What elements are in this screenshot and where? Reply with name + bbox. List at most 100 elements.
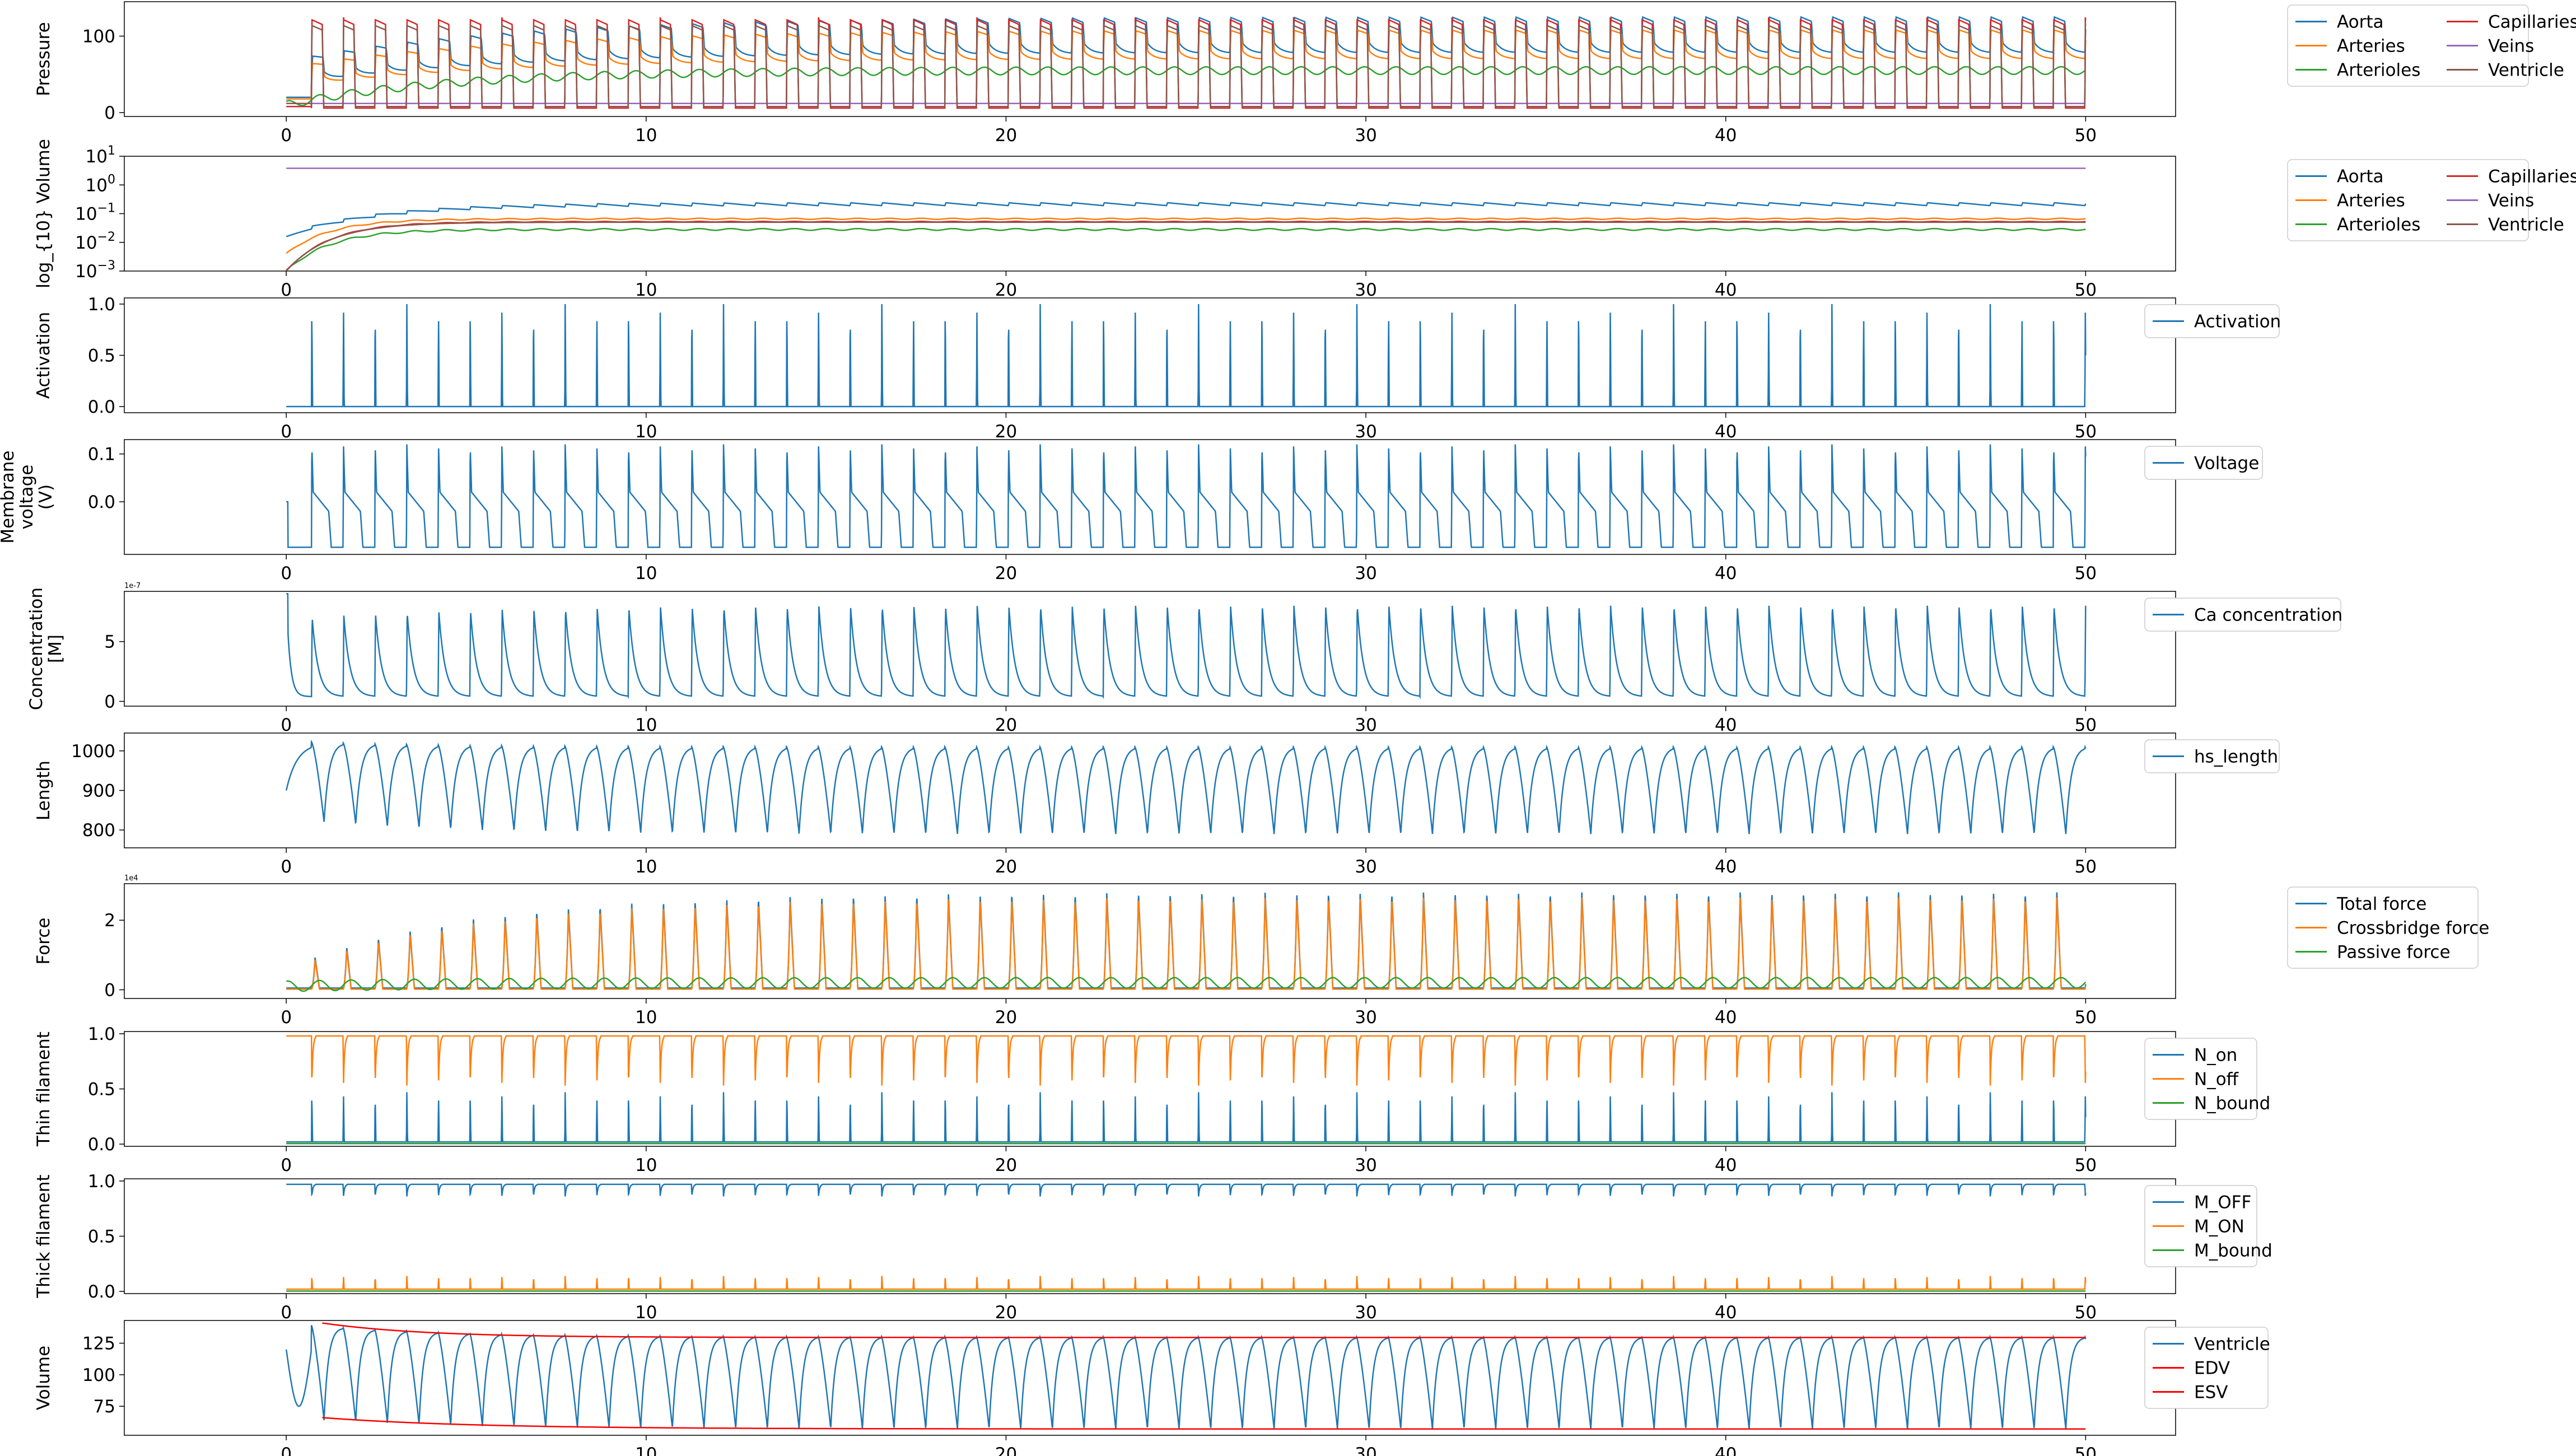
legend-box — [2287, 886, 2479, 969]
axes-frame — [124, 1031, 2176, 1147]
legend: N_on N_off N_bound — [2144, 1038, 2270, 1120]
x-tick-label: 30 — [1355, 1303, 1376, 1323]
x-tick-label: 30 — [1355, 1007, 1376, 1028]
legend: Total force Crossbridge force Passive forc… — [2287, 886, 2489, 969]
legend-label: Veins — [2488, 191, 2534, 211]
x-tick-label: 0 — [281, 1007, 292, 1028]
y-tick-label: 10−3 — [75, 259, 115, 282]
y-tick-label: 0 — [104, 692, 115, 712]
x-tick-label: 50 — [2075, 857, 2097, 877]
legend-item: M_ON — [2153, 1217, 2244, 1237]
x-tick-label: 40 — [1715, 1444, 1737, 1456]
x-tick-label: 20 — [995, 1444, 1017, 1456]
legend-label: Ventricle — [2488, 215, 2564, 235]
legend-item: ESV — [2153, 1383, 2228, 1403]
x-tick-label: 20 — [995, 1155, 1017, 1175]
legend-item: M_bound — [2153, 1241, 2272, 1261]
x-tick-label: 20 — [995, 1303, 1017, 1323]
y-axis-label: Activation — [34, 312, 54, 399]
y-tick-label: 2 — [104, 911, 115, 931]
legend-item: Passive force — [2295, 942, 2451, 963]
legend-item: Arterioles — [2295, 215, 2420, 235]
x-tick-label: 0 — [281, 125, 292, 146]
legend-label: Capillaries — [2488, 12, 2576, 32]
legend-label: Total force — [2336, 894, 2426, 914]
x-tick-label: 50 — [2075, 1007, 2097, 1028]
y-tick-label: 0 — [104, 980, 115, 1000]
x-tick-label: 50 — [2075, 1303, 2097, 1323]
legend-label: N_bound — [2194, 1094, 2270, 1114]
x-tick-label: 30 — [1355, 563, 1376, 584]
axes-frame — [124, 591, 2176, 707]
y-tick-label: 0.0 — [88, 1135, 115, 1155]
legend-box — [2287, 159, 2529, 241]
x-tick-label: 50 — [2075, 715, 2097, 735]
x-tick-label: 10 — [635, 125, 657, 146]
y-tick-label: 1.0 — [88, 295, 115, 315]
y-tick-label: 5 — [104, 632, 115, 652]
x-tick-label: 10 — [635, 1007, 657, 1028]
x-tick-label: 40 — [1715, 563, 1737, 584]
legend-box — [2287, 4, 2529, 87]
series-line-aorta — [286, 202, 2087, 237]
series-line-arterioles — [286, 227, 2086, 271]
y-axis-label: voltage — [17, 465, 37, 530]
x-tick-label: 0 — [281, 1155, 292, 1175]
legend-label: Arterioles — [2337, 60, 2420, 81]
y-tick-label: 0.5 — [88, 1227, 115, 1247]
x-tick-label: 30 — [1355, 857, 1376, 877]
series-line-arteries — [286, 29, 2087, 100]
x-tick-label: 30 — [1355, 1444, 1376, 1456]
legend-label: M_ON — [2194, 1217, 2244, 1237]
x-tick-label: 0 — [281, 857, 292, 877]
legend-item: Veins — [2447, 191, 2534, 211]
legend-box — [2144, 598, 2341, 632]
y-tick-label: 125 — [82, 1334, 115, 1354]
y-tick-label: 100 — [82, 1365, 115, 1385]
series-line-n-off — [286, 1035, 2087, 1086]
y-axis-label: Force — [34, 918, 54, 965]
legend-label: Activation — [2194, 312, 2281, 332]
legend-item: EDV — [2153, 1359, 2230, 1379]
y-axis-label: Pressure — [34, 22, 54, 96]
series-line-ventricle — [285, 1325, 2087, 1429]
x-tick-label: 30 — [1355, 715, 1376, 735]
subplot-2: 101 100 10−1 10−2 10−3 0 10 20 30 40 50 log_{10} Vo… — [34, 139, 2576, 300]
x-tick-label: 10 — [635, 715, 657, 735]
legend-label: Passive force — [2337, 942, 2451, 963]
legend-label: Arteries — [2337, 36, 2405, 57]
x-tick-label: 40 — [1715, 1303, 1737, 1323]
axes-frame — [124, 439, 2176, 555]
legend-item: Capillaries — [2447, 12, 2576, 32]
x-tick-label: 0 — [281, 422, 292, 442]
x-tick-label: 10 — [635, 422, 657, 442]
axes-frame — [124, 883, 2176, 999]
legend-box — [2144, 304, 2280, 338]
legend-item: Veins — [2447, 36, 2534, 57]
legend-item: N_off — [2153, 1070, 2239, 1090]
legend-label: Aorta — [2337, 167, 2384, 187]
legend-item: Ventricle — [2447, 60, 2564, 81]
legend: Activation — [2144, 304, 2281, 338]
y-axis-label: Thin filament — [34, 1032, 54, 1147]
legend-item: Ca concentration — [2153, 605, 2342, 626]
legend-item: Aorta — [2295, 167, 2384, 187]
y-tick-label: 0.0 — [88, 492, 115, 512]
subplot-1: 0 100 0 10 20 30 40 50 Pressure Aorta Arteries Arte… — [34, 1, 2576, 146]
series-line-m-on — [286, 1276, 2087, 1290]
y-axis-label: log_{10} Volume — [34, 139, 54, 288]
y-tick-label: 10−1 — [75, 202, 115, 225]
legend-label: Arterioles — [2337, 215, 2420, 235]
x-tick-label: 30 — [1355, 125, 1376, 146]
legend: hs_length — [2144, 739, 2280, 773]
offset-text: 1e4 — [124, 874, 138, 883]
y-tick-label: 0.5 — [88, 346, 115, 366]
legend-label: N_on — [2194, 1046, 2237, 1066]
legend-item: N_bound — [2153, 1094, 2270, 1114]
series-line-crossbridge-force — [286, 897, 2087, 990]
y-tick-label: 100 — [86, 172, 115, 195]
series-line-ventricle — [286, 221, 2086, 271]
legend-item: Voltage — [2153, 454, 2259, 474]
